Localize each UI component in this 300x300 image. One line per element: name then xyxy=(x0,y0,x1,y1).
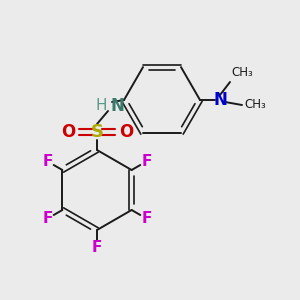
Text: F: F xyxy=(141,154,152,169)
Text: CH₃: CH₃ xyxy=(231,66,253,79)
Text: H: H xyxy=(95,98,107,113)
Text: F: F xyxy=(42,211,53,226)
Text: S: S xyxy=(91,123,103,141)
Text: N: N xyxy=(110,97,124,115)
Text: F: F xyxy=(141,211,152,226)
Text: O: O xyxy=(61,123,75,141)
Text: F: F xyxy=(92,239,102,254)
Text: N: N xyxy=(213,91,227,109)
Text: CH₃: CH₃ xyxy=(244,98,266,112)
Text: O: O xyxy=(119,123,133,141)
Text: F: F xyxy=(42,154,53,169)
